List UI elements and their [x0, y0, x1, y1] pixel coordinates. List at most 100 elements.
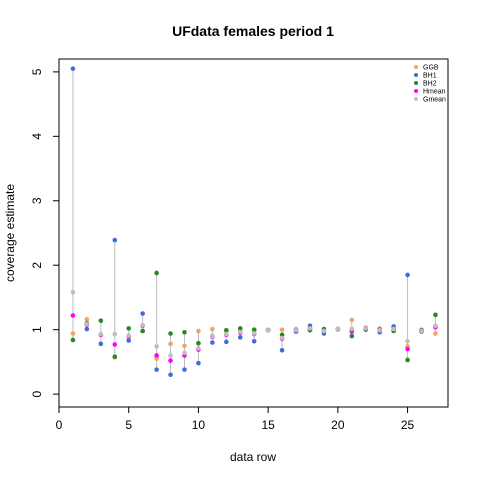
- data-point-gmean: [377, 328, 382, 333]
- data-point-gmean: [433, 323, 438, 329]
- x-tick-label: 15: [261, 418, 275, 432]
- data-point-bh1: [224, 339, 229, 345]
- data-points: [70, 66, 438, 378]
- data-point-ggb: [168, 341, 173, 347]
- chart-title: UFdata females period 1: [172, 23, 334, 39]
- data-point-gmean: [196, 346, 201, 351]
- data-point-bh2: [168, 331, 173, 336]
- data-point-bh1: [168, 372, 173, 378]
- legend-marker-bh1: [414, 73, 418, 77]
- data-point-gmean: [126, 333, 132, 338]
- data-point-hmean: [154, 353, 159, 358]
- legend-label-ggb: GGB: [423, 65, 439, 72]
- y-tick-label: 5: [30, 68, 44, 75]
- data-point-gmean: [335, 326, 341, 332]
- data-point-gmean: [210, 333, 215, 339]
- data-point-ggb: [182, 343, 187, 349]
- data-point-gmean: [168, 353, 173, 358]
- data-point-bh1: [182, 367, 187, 372]
- legend-marker-ggb: [414, 65, 418, 69]
- data-point-ggb: [349, 317, 355, 323]
- y-tick-label: 2: [30, 262, 44, 269]
- data-point-gmean: [154, 344, 159, 349]
- data-point-ggb: [154, 356, 159, 361]
- data-point-bh2: [224, 328, 229, 333]
- data-point-bh2: [433, 312, 438, 318]
- x-tick-label: 0: [56, 418, 63, 432]
- data-point-gmean: [140, 322, 145, 328]
- data-point-gmean: [363, 326, 369, 331]
- plot-frame: [58, 58, 449, 408]
- data-point-hmean: [168, 358, 173, 363]
- x-tick-label: 10: [192, 418, 206, 432]
- data-point-bh1: [279, 347, 285, 353]
- data-point-bh2: [182, 329, 187, 335]
- data-point-bh2: [279, 332, 285, 338]
- x-tick-label: 20: [331, 418, 345, 432]
- data-point-ggb: [196, 328, 201, 334]
- x-tick-label: 5: [125, 418, 132, 432]
- data-point-bh1: [210, 340, 215, 345]
- y-tick-label: 1: [30, 326, 44, 333]
- data-point-bh1: [405, 272, 410, 278]
- legend-marker-hmean: [414, 89, 418, 93]
- data-point-bh2: [112, 354, 118, 360]
- data-point-hmean: [70, 313, 76, 318]
- data-point-bh2: [237, 326, 243, 331]
- data-point-bh2: [140, 328, 145, 334]
- data-point-ggb: [433, 331, 438, 336]
- data-point-ggb: [70, 331, 76, 336]
- data-point-bh2: [405, 357, 410, 363]
- data-point-bh1: [70, 66, 76, 71]
- data-point-bh2: [98, 318, 104, 323]
- data-point-bh2: [126, 326, 132, 331]
- x-tick-label: 25: [401, 418, 415, 432]
- y-axis-label: coverage estimate: [3, 184, 17, 282]
- data-point-bh1: [196, 360, 201, 366]
- data-point-gmean: [321, 328, 327, 334]
- data-point-gmean: [70, 289, 76, 295]
- data-point-hmean: [112, 342, 118, 347]
- y-tick-label: 0: [30, 390, 44, 397]
- data-point-bh1: [237, 335, 243, 340]
- legend-marker-gmean: [414, 97, 418, 101]
- data-point-bh1: [98, 341, 104, 347]
- data-point-gmean: [419, 328, 424, 334]
- y-tick-label: 4: [30, 133, 44, 140]
- data-point-gmean: [182, 350, 187, 356]
- data-point-bh1: [126, 338, 132, 343]
- data-point-bh2: [70, 337, 76, 343]
- data-point-gmean: [237, 329, 243, 335]
- data-point-gmean: [98, 331, 104, 337]
- data-point-bh1: [154, 367, 159, 372]
- data-point-ggb: [210, 326, 215, 332]
- legend-label-gmean: Gmean: [423, 97, 446, 104]
- legend-label-hmean: Hmean: [423, 89, 446, 96]
- data-point-gmean: [307, 326, 313, 331]
- data-point-gmean: [293, 328, 299, 333]
- data-point-gmean: [84, 321, 90, 327]
- x-axis-label: data row: [230, 450, 276, 464]
- legend-marker-bh2: [414, 81, 418, 85]
- data-point-bh1: [251, 338, 257, 344]
- data-point-bh2: [349, 333, 355, 339]
- data-point-bh1: [112, 237, 118, 243]
- data-point-gmean: [405, 338, 410, 344]
- data-point-gmean: [391, 326, 396, 332]
- data-point-gmean: [112, 331, 118, 337]
- data-point-ggb: [84, 317, 90, 322]
- data-point-bh1: [84, 326, 90, 332]
- data-point-gmean: [265, 328, 271, 333]
- data-point-bh2: [196, 340, 201, 346]
- data-point-hmean: [405, 346, 410, 352]
- data-point-gmean: [224, 331, 229, 337]
- data-point-gmean: [279, 335, 285, 341]
- y-tick-label: 3: [30, 197, 44, 204]
- data-point-bh2: [251, 327, 257, 332]
- legend-label-bh1: BH1: [423, 73, 437, 80]
- x-axis: 0 5 10 15 20 25: [56, 406, 415, 432]
- legend-label-bh2: BH2: [423, 81, 437, 88]
- data-point-ggb: [279, 327, 285, 332]
